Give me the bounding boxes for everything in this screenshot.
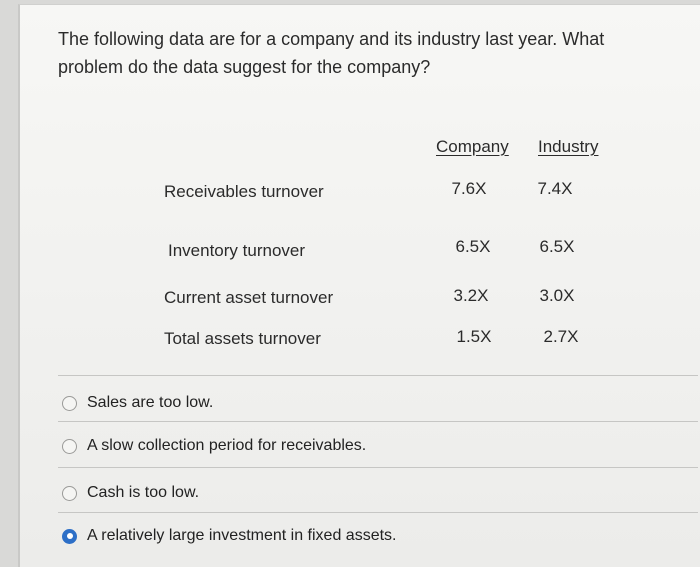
answer-option-label: A slow collection period for receivables… — [87, 437, 367, 454]
divider — [58, 467, 698, 468]
cell-company-current-asset: 3.2X — [453, 286, 489, 305]
cell-industry-current-asset: 3.0X — [539, 286, 575, 305]
row-label-inventory-turnover: Inventory turnover — [168, 241, 306, 260]
row-label-total-assets-turnover: Total assets turnover — [164, 329, 321, 348]
column-header-company: Company — [436, 137, 509, 156]
answer-option-cash-too-low[interactable]: Cash is too low. — [62, 480, 199, 506]
divider — [58, 421, 698, 422]
radio-button[interactable] — [62, 438, 77, 454]
column-header-industry: Industry — [538, 137, 599, 156]
radio-button-selected[interactable] — [62, 528, 77, 544]
cell-company-total-assets: 1.5X — [456, 327, 492, 346]
answer-option-fixed-assets[interactable]: A relatively large investment in fixed a… — [62, 523, 396, 549]
answer-option-label: A relatively large investment in fixed a… — [87, 527, 397, 544]
answer-option-sales-too-low[interactable]: Sales are too low. — [62, 390, 213, 416]
answer-option-slow-collection[interactable]: A slow collection period for receivables… — [62, 433, 366, 459]
row-label-receivables-turnover: Receivables turnover — [164, 182, 324, 201]
radio-dot-icon — [66, 533, 73, 539]
cell-industry-total-assets: 2.7X — [543, 327, 579, 346]
radio-button[interactable] — [62, 395, 77, 411]
question-text: The following data are for a company and… — [58, 29, 605, 77]
answer-option-label: Cash is too low. — [87, 484, 200, 501]
answer-option-label: Sales are too low. — [87, 394, 214, 411]
row-label-current-asset-turnover: Current asset turnover — [164, 288, 334, 307]
divider — [58, 375, 698, 376]
cell-industry-receivables: 7.4X — [537, 179, 573, 198]
question-card: The following data are for a company and… — [18, 4, 700, 567]
cell-company-receivables: 7.6X — [451, 179, 487, 198]
divider — [58, 512, 698, 513]
cell-industry-inventory: 6.5X — [539, 237, 575, 256]
cell-company-inventory: 6.5X — [455, 237, 491, 256]
radio-button[interactable] — [62, 485, 77, 501]
